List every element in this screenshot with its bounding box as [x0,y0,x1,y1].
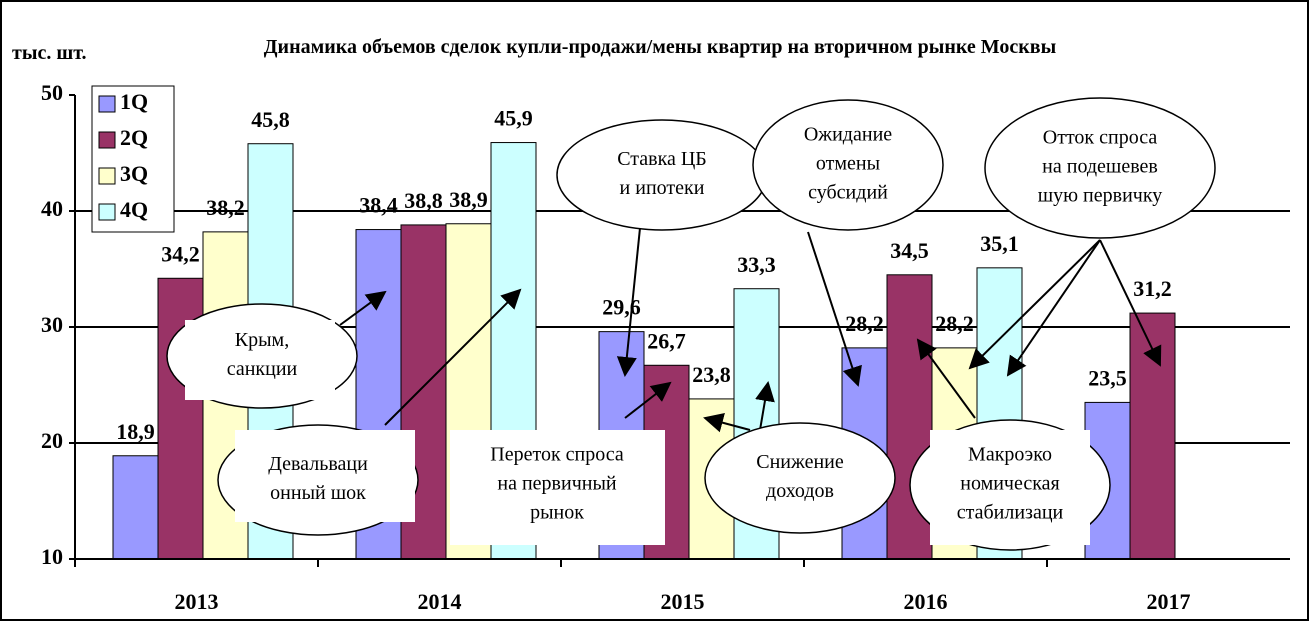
legend-swatch [98,131,116,149]
annotation: Ожидание [804,124,892,146]
annotation: Крым, [235,329,289,351]
x-tick-label: 2016 [904,589,948,614]
callout-ellipse [556,119,768,231]
annotation: Ставка ЦБ [617,148,707,170]
annotation: санкции [227,358,298,380]
arrow [916,338,976,419]
legend-swatch [98,167,116,185]
data-label: 23,8 [692,362,731,387]
data-label: 28,2 [935,311,974,336]
arrow [1006,239,1101,377]
annotation: Снижение [756,451,844,473]
x-tick-label: 2015 [661,589,705,614]
legend-label: 2Q [120,125,148,150]
annotation: отмены [816,153,880,175]
y-axis-label: тыс. шт. [12,42,87,64]
legend-swatch [98,203,116,221]
arrow [755,381,775,431]
data-label: 45,9 [494,106,533,131]
annotation: на первичный [497,473,617,495]
annotation: доходов [766,480,834,502]
y-tick-label: 10 [41,544,63,569]
annotation: Девальваци [268,453,368,475]
x-tick-label: 2013 [175,589,219,614]
annotation: на подешевев [1042,156,1158,178]
arrow [968,239,1101,370]
arrow [624,381,672,419]
annotation: стабилизаци [957,502,1064,524]
callout-ellipse [752,99,944,231]
y-tick-label: 50 [41,80,63,105]
annotation: рынок [530,502,584,524]
data-label: 18,9 [116,419,155,444]
data-label: 38,8 [404,188,443,213]
annotation: и ипотеки [620,177,705,199]
annotation: Макроэко [968,444,1052,466]
arrow [1099,239,1162,367]
x-tick-label: 2014 [418,589,462,614]
y-tick-label: 20 [41,428,63,453]
annotation: номическая [960,473,1059,495]
data-label: 35,1 [980,231,1019,256]
data-label: 28,2 [845,311,884,336]
data-label: 33,3 [737,252,776,277]
arrow [616,227,641,377]
chart-title: Динамика объемов сделок купли-продажи/ме… [263,36,1057,58]
arrow [807,231,862,387]
data-label: 31,2 [1133,276,1172,301]
legend-swatch [98,95,116,113]
data-label: 38,9 [449,187,488,212]
data-label: 26,7 [647,328,686,353]
callout-box [235,430,415,522]
x-tick-label: 2017 [1147,589,1191,614]
bar [112,455,159,560]
annotation: онный шок [270,482,366,504]
arrow [384,288,522,426]
y-tick-label: 40 [41,196,63,221]
legend-label: 4Q [120,197,148,222]
data-label: 38,2 [206,195,245,220]
data-label: 23,5 [1088,365,1127,390]
annotation: шую первичку [1038,185,1163,207]
callout-ellipse [984,97,1216,239]
annotation: субсидий [808,182,888,204]
callout-box [185,320,335,400]
callout-ellipse [704,422,896,534]
legend-label: 1Q [120,89,148,114]
data-label: 34,2 [161,241,200,266]
annotation: Переток спроса [490,444,624,466]
data-label: 38,4 [359,193,398,218]
legend-label: 3Q [120,161,148,186]
data-label: 45,8 [251,107,290,132]
y-tick-label: 30 [41,312,63,337]
callout-box [450,430,665,545]
data-label: 34,5 [890,238,929,263]
callout-box [930,430,1090,545]
arrow [339,290,387,326]
annotation: Отток спроса [1043,127,1158,149]
data-label: 29,6 [602,295,641,320]
arrow [703,412,751,433]
